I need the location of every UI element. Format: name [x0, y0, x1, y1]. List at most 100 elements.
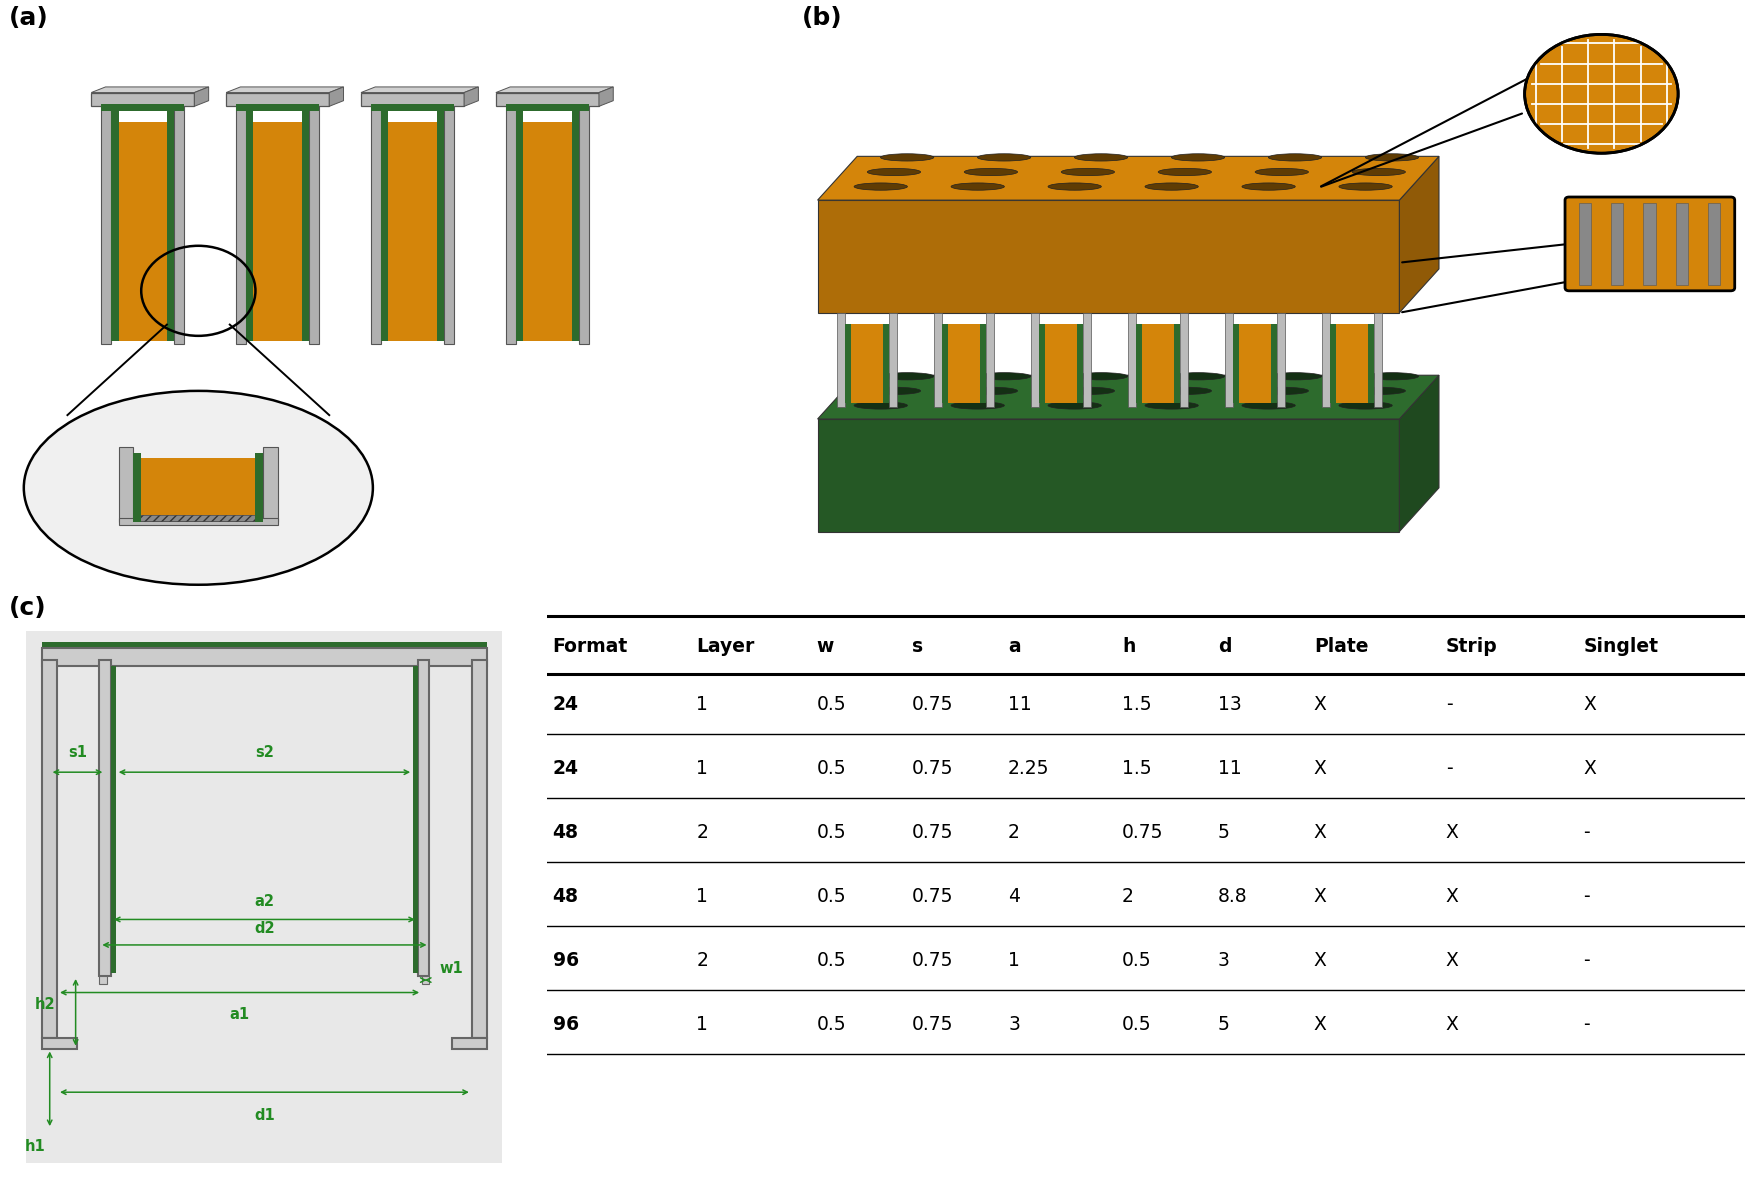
Bar	[889, 313, 897, 406]
Text: 1: 1	[696, 1015, 709, 1034]
Bar	[42, 648, 487, 666]
Bar	[120, 518, 279, 525]
Bar	[1128, 313, 1137, 406]
Text: 2.25: 2.25	[1008, 759, 1049, 778]
Text: 0.75: 0.75	[1121, 822, 1164, 841]
Bar	[100, 105, 185, 111]
Text: Plate: Plate	[1313, 637, 1368, 656]
Bar	[437, 106, 444, 341]
Bar	[517, 106, 524, 341]
Bar	[1373, 313, 1382, 406]
Text: 0.5: 0.5	[816, 822, 846, 841]
Text: 1: 1	[696, 759, 709, 778]
Bar	[421, 976, 430, 984]
Text: 4: 4	[1008, 887, 1021, 906]
Text: X: X	[1446, 887, 1458, 906]
Text: X: X	[1313, 695, 1328, 714]
Polygon shape	[92, 87, 208, 92]
Text: -: -	[1446, 695, 1453, 714]
Bar	[1239, 323, 1275, 404]
Text: X: X	[1446, 822, 1458, 841]
Text: 11: 11	[1008, 695, 1031, 714]
Ellipse shape	[1255, 169, 1308, 176]
Bar	[1675, 203, 1687, 284]
Text: 1: 1	[696, 695, 709, 714]
Bar	[506, 106, 517, 345]
Text: 24: 24	[552, 695, 578, 714]
Ellipse shape	[964, 387, 1017, 394]
Text: X: X	[1583, 695, 1597, 714]
Text: 1.5: 1.5	[1121, 759, 1151, 778]
Bar	[167, 106, 175, 341]
Bar	[1077, 323, 1082, 404]
Bar	[99, 976, 108, 984]
Text: s1: s1	[69, 745, 86, 760]
Ellipse shape	[950, 402, 1005, 409]
Bar	[1331, 323, 1336, 404]
Bar	[1271, 323, 1276, 404]
Ellipse shape	[1158, 387, 1211, 394]
Text: Layer: Layer	[696, 637, 755, 656]
Bar	[388, 122, 437, 341]
Text: 96: 96	[552, 1015, 578, 1034]
Ellipse shape	[1144, 402, 1199, 409]
Text: 1: 1	[696, 887, 709, 906]
Text: s2: s2	[256, 745, 273, 760]
Text: X: X	[1313, 1015, 1328, 1034]
Polygon shape	[818, 375, 1439, 419]
Ellipse shape	[1352, 387, 1405, 394]
Bar	[846, 323, 852, 404]
Bar	[100, 106, 111, 345]
Bar	[134, 453, 141, 523]
Text: 2: 2	[1121, 887, 1134, 906]
Bar	[175, 106, 185, 345]
Bar	[986, 313, 994, 406]
Polygon shape	[1400, 375, 1439, 531]
Text: 2: 2	[1008, 822, 1021, 841]
Bar	[451, 1038, 487, 1049]
Text: 2: 2	[696, 951, 709, 970]
Text: 8.8: 8.8	[1218, 887, 1248, 906]
Ellipse shape	[1352, 169, 1405, 176]
Text: s: s	[911, 637, 924, 656]
Text: -: -	[1446, 759, 1453, 778]
Ellipse shape	[867, 387, 920, 394]
Text: -: -	[1583, 822, 1590, 841]
Ellipse shape	[1365, 373, 1419, 380]
Bar	[361, 92, 464, 106]
Text: 0.5: 0.5	[816, 695, 846, 714]
Text: 0.5: 0.5	[1121, 1015, 1151, 1034]
Bar	[837, 313, 846, 406]
Text: (a): (a)	[9, 6, 49, 30]
Text: a1: a1	[229, 1007, 250, 1022]
Bar	[1234, 323, 1239, 404]
Bar	[1082, 313, 1091, 406]
Text: 0.75: 0.75	[911, 887, 954, 906]
Text: a2: a2	[254, 894, 275, 910]
Text: X: X	[1446, 951, 1458, 970]
Bar	[309, 106, 319, 345]
Polygon shape	[818, 201, 1400, 313]
Text: h: h	[1121, 637, 1135, 656]
Text: -: -	[1583, 951, 1590, 970]
Bar	[256, 453, 263, 523]
Text: 11: 11	[1218, 759, 1241, 778]
Ellipse shape	[853, 402, 908, 409]
Text: 0.75: 0.75	[911, 951, 954, 970]
Text: (b): (b)	[802, 6, 843, 30]
Bar	[120, 447, 134, 523]
Text: 0.75: 0.75	[911, 822, 954, 841]
Ellipse shape	[977, 153, 1031, 160]
FancyBboxPatch shape	[1566, 197, 1735, 290]
Text: 3: 3	[1008, 1015, 1021, 1034]
Bar	[1137, 323, 1142, 404]
Bar	[578, 106, 589, 345]
Text: 5: 5	[1218, 1015, 1231, 1034]
Text: 0.5: 0.5	[816, 1015, 846, 1034]
Bar	[226, 92, 330, 106]
Bar	[948, 323, 984, 404]
Text: 5: 5	[1218, 822, 1231, 841]
Bar	[943, 323, 948, 404]
Ellipse shape	[1074, 373, 1128, 380]
Bar	[381, 106, 388, 341]
